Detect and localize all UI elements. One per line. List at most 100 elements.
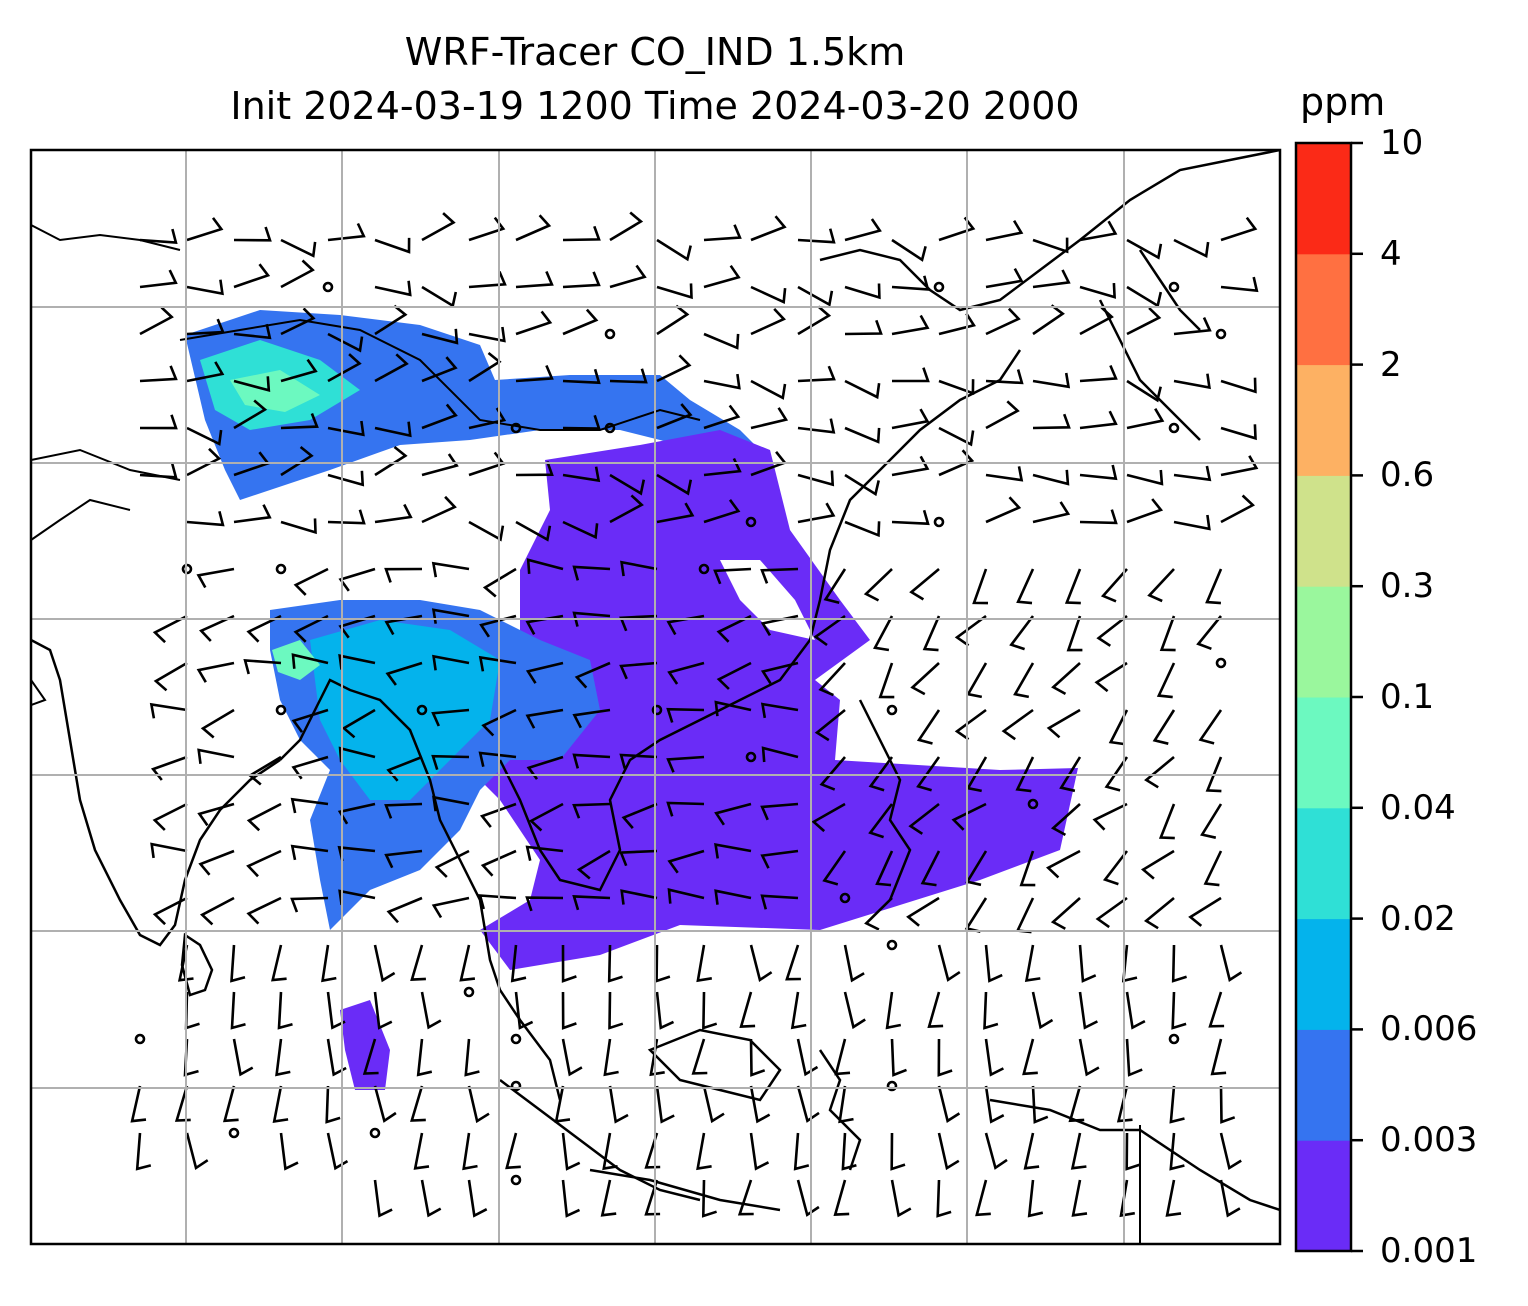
wind-barb	[1079, 464, 1118, 481]
wind-barb	[891, 275, 930, 291]
colorbar-bin-9	[1296, 143, 1351, 255]
wind-calm-marker	[1027, 798, 1039, 810]
wind-barb	[1079, 283, 1116, 299]
wind-calm-marker	[1215, 657, 1227, 669]
wind-barb	[139, 228, 178, 245]
wind-barb	[1019, 850, 1036, 887]
wind-barb	[1158, 803, 1176, 840]
wind-barb	[750, 379, 787, 400]
chart-title-line1: WRF-Tracer CO_IND 1.5km	[404, 30, 906, 74]
wind-barb	[1173, 465, 1212, 482]
wind-barb	[716, 614, 752, 643]
wind-barb	[385, 661, 423, 686]
wind-barb	[619, 614, 658, 632]
wind-barb	[813, 614, 846, 647]
wind-barb	[797, 305, 832, 336]
wind-barb	[1121, 944, 1138, 983]
wind-barb	[525, 896, 564, 912]
wind-barb	[1032, 469, 1070, 486]
wind-barb	[373, 991, 393, 1030]
wind-barb	[280, 358, 318, 383]
wind-barb	[916, 709, 941, 745]
wind-barb	[321, 944, 337, 983]
wind-barb	[186, 447, 222, 477]
wind-barb	[985, 307, 1021, 336]
wind-barb	[713, 567, 752, 585]
wind-barb	[196, 661, 235, 683]
wind-barb	[384, 567, 423, 583]
wind-barb	[384, 849, 423, 869]
wind-barb	[760, 894, 799, 910]
wind-barb	[572, 611, 611, 627]
wind-barb	[1126, 469, 1164, 486]
wind-barb	[1108, 709, 1129, 746]
wind-barb	[797, 228, 836, 244]
wind-barbs	[130, 211, 1259, 1218]
wind-barb	[906, 896, 940, 927]
wind-barb	[714, 889, 752, 905]
wind-barb	[481, 708, 517, 737]
wind-barb	[985, 220, 1024, 242]
wind-barb	[822, 850, 847, 886]
wind-barb	[655, 991, 675, 1030]
wind-barb	[844, 283, 881, 300]
wind-barb	[410, 1085, 426, 1122]
wind-barb	[230, 944, 246, 983]
wind-barb	[290, 896, 329, 913]
wind-barb	[337, 802, 376, 825]
wind-barb	[291, 653, 329, 669]
wind-barb	[1015, 756, 1035, 793]
wind-barb	[515, 214, 552, 242]
wind-barb	[432, 795, 470, 812]
wind-barb	[891, 455, 930, 477]
wind-barb	[890, 1038, 907, 1077]
wind-barb	[374, 237, 411, 254]
wind-barb	[619, 753, 658, 769]
wind-barb	[1078, 1038, 1100, 1077]
wind-calm-marker	[510, 1080, 522, 1092]
wind-barb	[834, 1038, 851, 1076]
wind-barb	[916, 756, 941, 792]
tracer-plume-north-hot	[230, 370, 320, 412]
wind-barb	[863, 568, 893, 602]
wind-barb	[703, 332, 740, 350]
wind-barb	[186, 318, 225, 336]
wind-barb	[572, 753, 611, 769]
wind-barb	[909, 568, 940, 601]
wind-barb	[421, 328, 459, 345]
wind-barb	[1126, 408, 1165, 430]
wind-barb	[1205, 568, 1223, 605]
wind-barb	[431, 754, 470, 770]
wind-barb	[1032, 372, 1071, 389]
wind-barb	[1219, 1132, 1242, 1171]
wind-barb	[421, 403, 458, 430]
wind-barb	[964, 897, 988, 933]
wind-calm-marker	[510, 1033, 522, 1045]
wind-barb	[785, 944, 801, 981]
wind-barb	[1032, 237, 1069, 254]
wind-barb	[1068, 1085, 1085, 1123]
colorbar-bin-0	[1296, 1140, 1351, 1252]
wind-barb	[479, 802, 517, 828]
map-area	[31, 150, 1280, 1244]
wind-barb	[1126, 285, 1163, 308]
wind-barb	[482, 567, 517, 598]
wind-barb	[562, 414, 601, 430]
wind-barb	[1016, 568, 1035, 605]
wind-barb	[938, 216, 976, 242]
wind-barb	[243, 658, 282, 675]
wind-barb	[374, 421, 412, 438]
wind-barb	[421, 495, 457, 524]
wind-barb	[280, 238, 317, 258]
wind-barb	[186, 279, 224, 296]
wind-barb	[478, 894, 517, 910]
wind-barb	[1050, 897, 1081, 930]
wind-barb	[1024, 944, 1041, 982]
wind-barb	[667, 661, 705, 685]
wind-barb	[230, 991, 246, 1030]
wind-barb	[760, 702, 799, 719]
wind-barb	[1156, 662, 1176, 699]
wind-barb	[130, 1085, 147, 1123]
wind-barb	[153, 661, 188, 692]
wind-barb	[572, 565, 611, 581]
